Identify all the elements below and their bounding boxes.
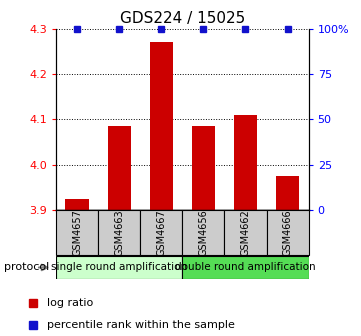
Bar [108,126,131,210]
Text: single round amplification: single round amplification [51,262,187,272]
Text: GSM4667: GSM4667 [156,209,166,256]
Bar [225,210,266,255]
Bar [182,256,309,279]
Text: percentile rank within the sample: percentile rank within the sample [47,320,235,330]
Bar [266,210,309,255]
Bar [56,210,98,255]
Bar [140,210,182,255]
Title: GDS224 / 15025: GDS224 / 15025 [120,11,245,26]
Bar [98,210,140,255]
Bar [182,210,225,255]
Bar [234,115,257,210]
Text: GSM4657: GSM4657 [72,209,82,256]
Text: log ratio: log ratio [47,298,93,308]
Text: GSM4666: GSM4666 [283,209,293,256]
Text: GSM4662: GSM4662 [240,209,251,256]
Bar [56,256,182,279]
Text: GSM4656: GSM4656 [198,209,208,256]
Bar [192,126,215,210]
Bar [150,42,173,210]
Text: GSM4663: GSM4663 [114,209,124,256]
Text: protocol: protocol [4,262,49,272]
Bar [65,199,88,210]
Text: double round amplification: double round amplification [175,262,316,272]
Bar [276,176,299,210]
